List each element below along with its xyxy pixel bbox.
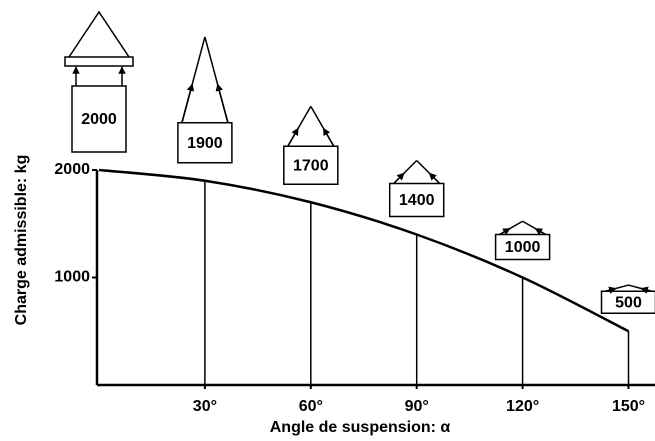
sling-arrow — [182, 84, 192, 123]
x-tick-label: 30° — [193, 398, 217, 415]
load-label: 1400 — [399, 192, 435, 209]
sling-arrow — [500, 229, 510, 235]
x-tick-label: 150° — [612, 398, 645, 415]
spreader-bar — [65, 57, 133, 66]
x-tick-label: 90° — [405, 398, 429, 415]
sling-arrow — [535, 229, 545, 235]
load-label: 1900 — [187, 135, 223, 152]
sling-arrow — [429, 173, 439, 183]
sling-arrow — [218, 84, 228, 123]
x-axis-label: Angle de suspension: α — [270, 419, 451, 436]
sling-triangle — [69, 12, 129, 57]
page: Angle de suspension: α Charge admissible… — [0, 0, 655, 441]
sling-arrow — [323, 128, 333, 146]
y-tick-label: 1000 — [54, 269, 90, 286]
load-label: 500 — [615, 294, 642, 311]
load-label: 1000 — [505, 239, 541, 256]
load-label: 2000 — [81, 111, 117, 128]
y-axis-label: Charge admissible: kg — [13, 155, 30, 326]
x-tick-label: 120° — [506, 398, 539, 415]
chart: Angle de suspension: α Charge admissible… — [0, 0, 655, 441]
y-tick-label: 2000 — [54, 161, 90, 178]
load-label: 1700 — [293, 157, 329, 174]
sling-arrow — [394, 173, 404, 183]
x-tick-label: 60° — [299, 398, 323, 415]
sling-arrow — [288, 128, 298, 146]
